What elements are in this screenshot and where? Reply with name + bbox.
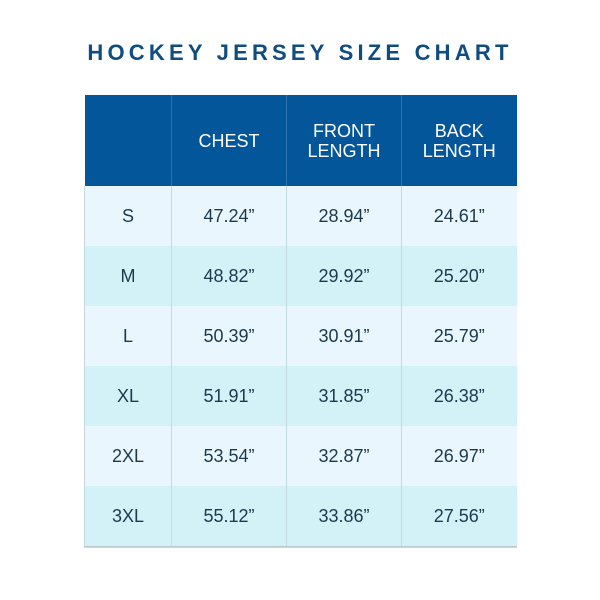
- header-front-length-line2: LENGTH: [307, 140, 381, 161]
- header-back-length: BACK LENGTH: [401, 95, 517, 186]
- size-cell: 3XL: [84, 486, 172, 547]
- chest-cell: 55.12”: [171, 486, 287, 547]
- table-row: L 50.39” 30.91” 25.79”: [84, 306, 517, 366]
- back-length-cell: 24.61”: [401, 186, 517, 246]
- size-cell: XL: [84, 366, 172, 426]
- back-length-cell: 27.56”: [401, 486, 517, 547]
- size-cell: L: [84, 306, 172, 366]
- chest-cell: 50.39”: [171, 306, 287, 366]
- table-row: XL 51.91” 31.85” 26.38”: [84, 366, 517, 426]
- table-row: 2XL 53.54” 32.87” 26.97”: [84, 426, 517, 486]
- header-row: CHEST FRONT LENGTH BACK LENGTH: [84, 95, 517, 186]
- front-length-cell: 32.87”: [286, 426, 402, 486]
- table-row: S 47.24” 28.94” 24.61”: [84, 186, 517, 246]
- header-size: [84, 95, 172, 186]
- header-front-length: FRONT LENGTH: [286, 95, 402, 186]
- size-cell: S: [84, 186, 172, 246]
- header-back-length-line2: LENGTH: [422, 140, 496, 161]
- size-chart-table: CHEST FRONT LENGTH BACK LENGTH S 47.24” …: [84, 95, 517, 547]
- size-cell: M: [84, 246, 172, 306]
- header-back-length-line1: BACK: [434, 120, 484, 141]
- front-length-cell: 28.94”: [286, 186, 402, 246]
- header-chest-label: CHEST: [198, 130, 260, 151]
- front-length-cell: 31.85”: [286, 366, 402, 426]
- size-cell: 2XL: [84, 426, 172, 486]
- table-row: M 48.82” 29.92” 25.20”: [84, 246, 517, 306]
- back-length-cell: 25.79”: [401, 306, 517, 366]
- front-length-cell: 30.91”: [286, 306, 402, 366]
- chest-cell: 51.91”: [171, 366, 287, 426]
- back-length-cell: 26.38”: [401, 366, 517, 426]
- chest-cell: 53.54”: [171, 426, 287, 486]
- chart-title: HOCKEY JERSEY SIZE CHART: [87, 40, 513, 65]
- table-row: 3XL 55.12” 33.86” 27.56”: [84, 486, 517, 547]
- chest-cell: 47.24”: [171, 186, 287, 246]
- front-length-cell: 33.86”: [286, 486, 402, 547]
- back-length-cell: 26.97”: [401, 426, 517, 486]
- front-length-cell: 29.92”: [286, 246, 402, 306]
- chest-cell: 48.82”: [171, 246, 287, 306]
- back-length-cell: 25.20”: [401, 246, 517, 306]
- header-front-length-line1: FRONT: [313, 120, 375, 141]
- header-chest: CHEST: [171, 95, 287, 186]
